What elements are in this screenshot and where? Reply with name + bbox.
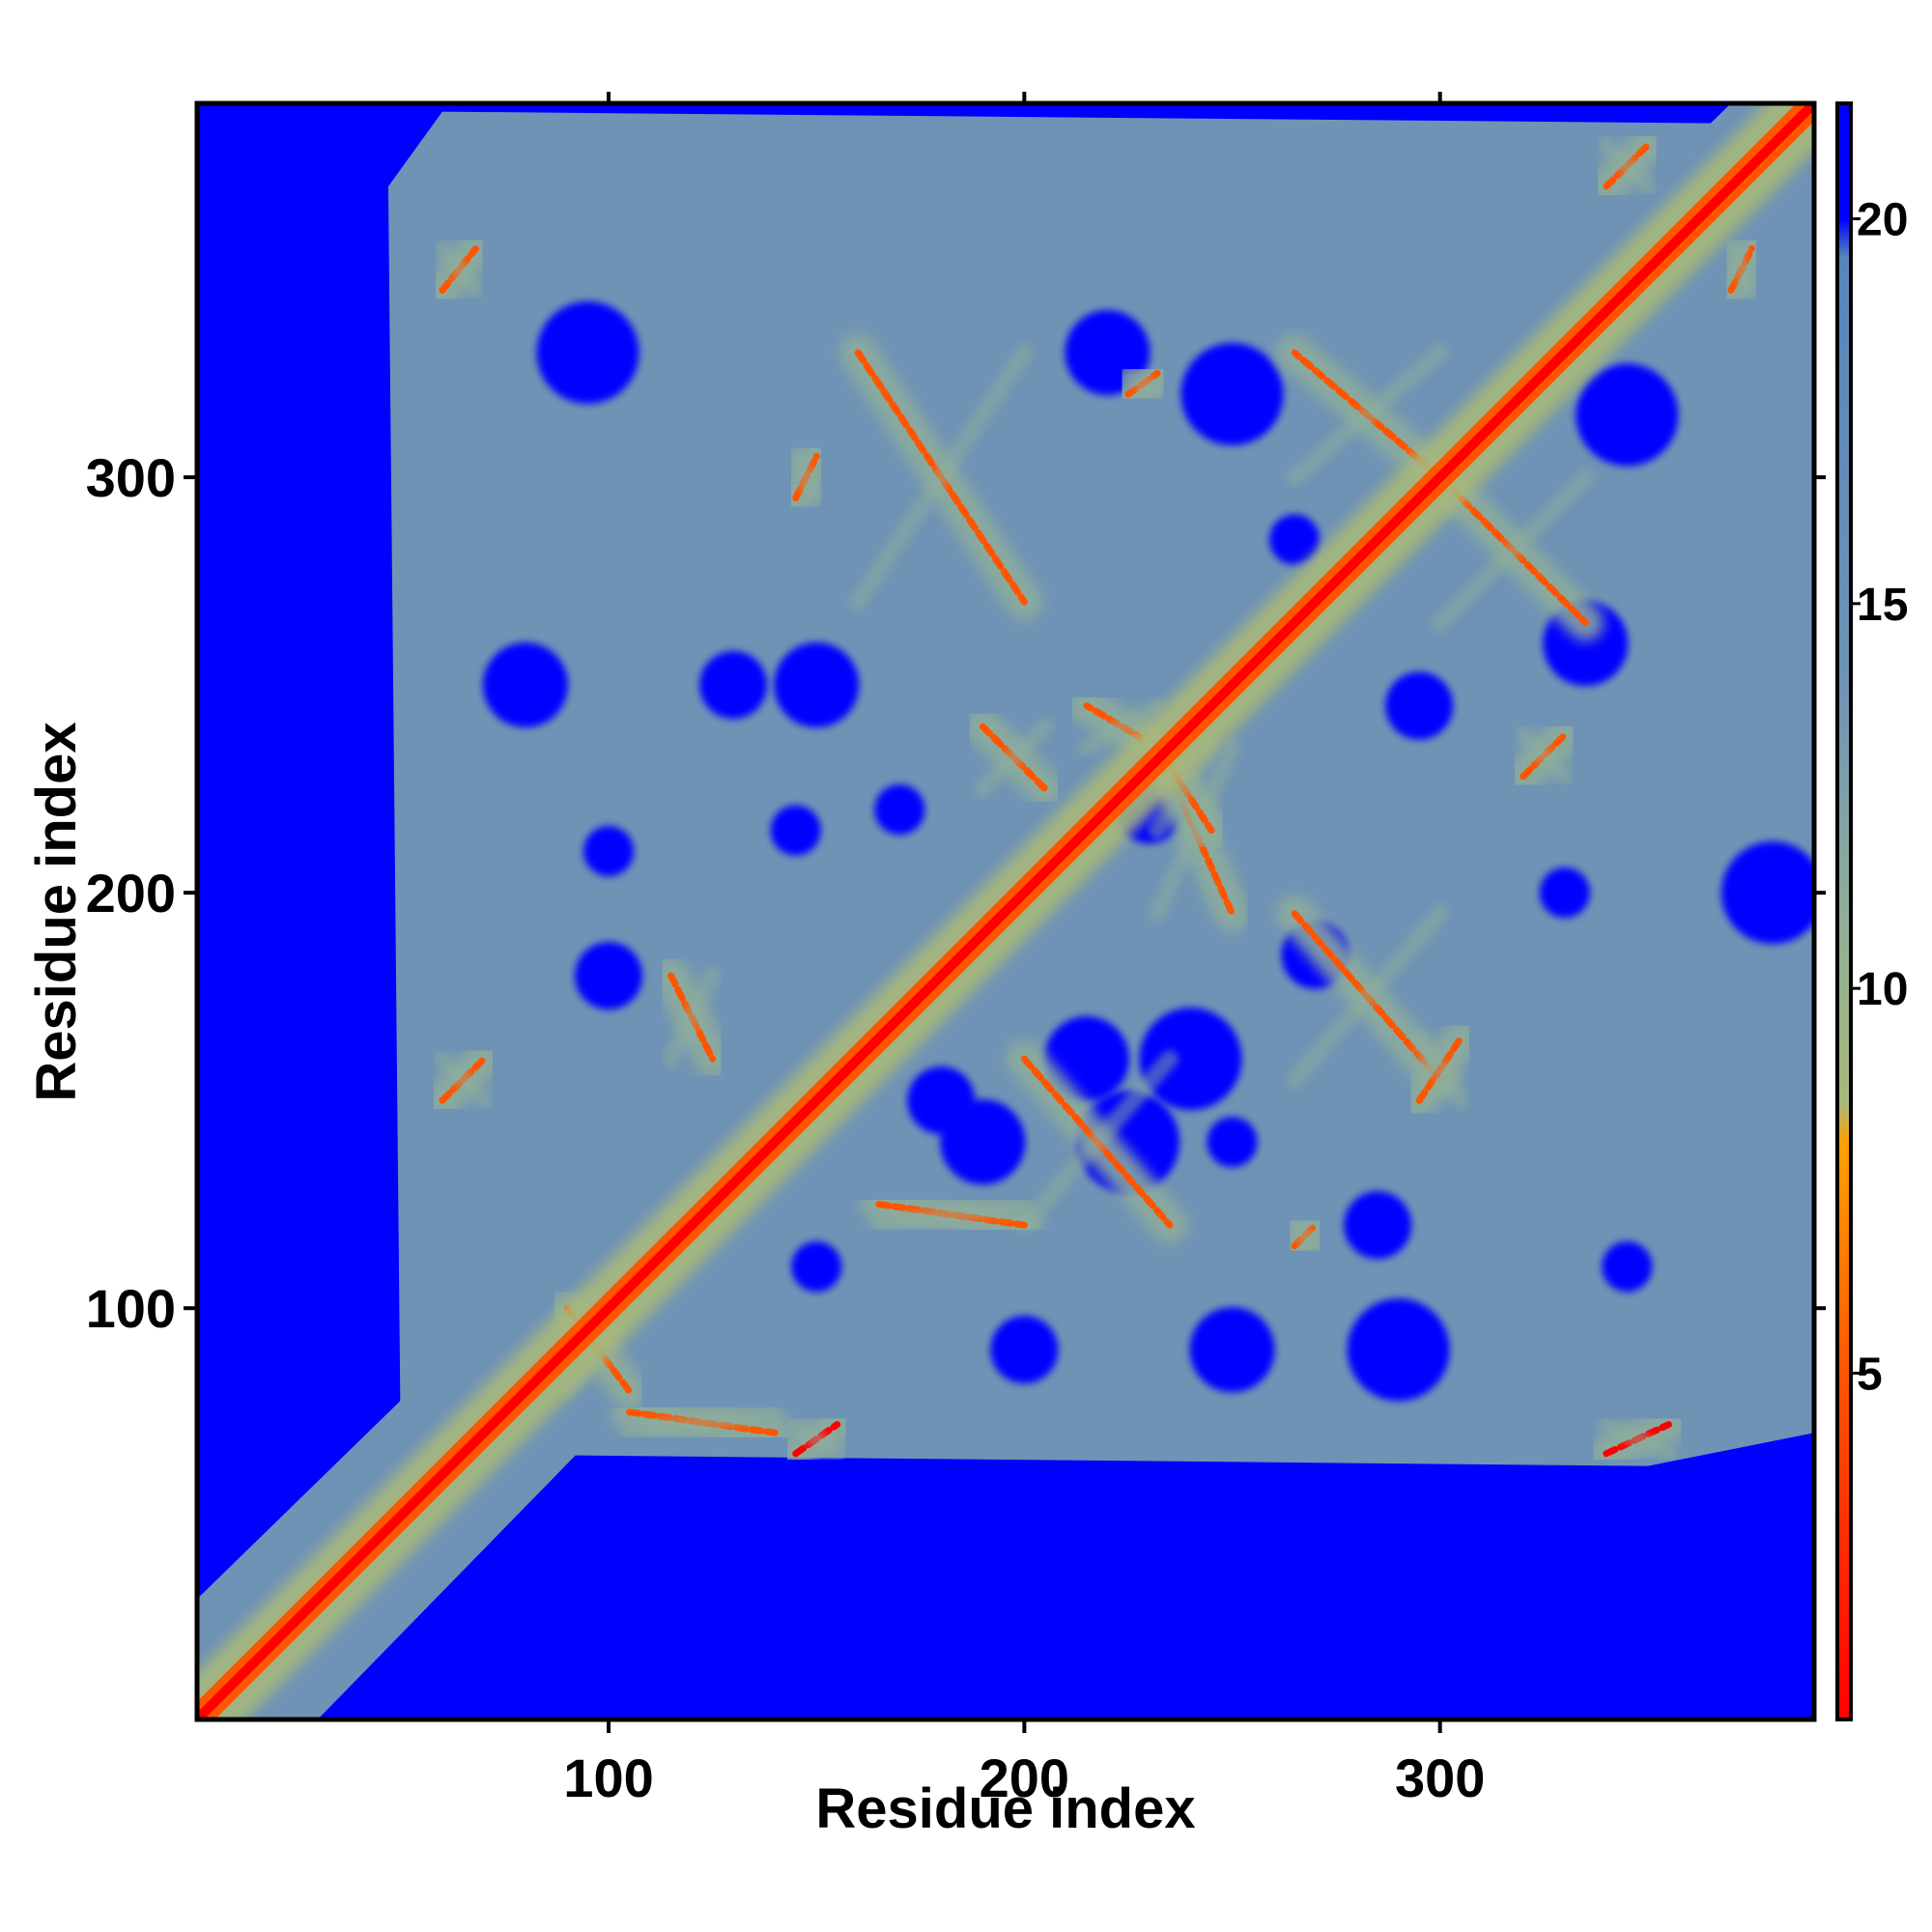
contact-mirror <box>1286 904 1449 1089</box>
heatmap-contact-features <box>423 127 1771 1472</box>
far-patch <box>770 805 821 856</box>
far-patch <box>940 1099 1026 1185</box>
contact-mirror <box>1286 1216 1324 1255</box>
diagonal-core <box>197 103 1814 1719</box>
far-patch <box>1576 363 1679 467</box>
contact-mirror <box>1119 364 1167 404</box>
far-patch <box>1344 1191 1412 1260</box>
contact-mirror <box>1015 1050 1179 1235</box>
x-tick-label: 100 <box>563 1747 653 1808</box>
far-patch <box>774 642 860 728</box>
far-patch <box>482 642 568 728</box>
contact-mirror <box>620 1403 784 1442</box>
colorbar-ticks: 5 10 15 20 <box>1851 195 1908 1401</box>
far-patch <box>1602 1241 1653 1293</box>
far-patch <box>1207 1117 1258 1168</box>
far-patch <box>536 301 639 405</box>
far-patch <box>1720 841 1814 945</box>
contact-mirror <box>1286 344 1449 487</box>
contact-mirror <box>869 1195 1034 1235</box>
heatmap-plot-area <box>197 103 1814 1719</box>
far-patch <box>583 826 635 877</box>
colorbar: 5 10 15 20 <box>1835 101 1908 1721</box>
y-tick-label: 300 <box>86 447 176 508</box>
x-tick-label: 300 <box>1395 1747 1485 1808</box>
far-patch <box>1539 867 1590 919</box>
far-patch <box>699 651 768 720</box>
contact-mirror <box>849 344 1034 611</box>
far-patch <box>791 1241 842 1293</box>
y-axis-title: Residue index <box>25 722 88 1101</box>
far-patch <box>1269 514 1321 565</box>
y-tick-label: 100 <box>86 1278 176 1339</box>
far-patch <box>1180 343 1284 446</box>
x-tick-label: 200 <box>980 1747 1069 1808</box>
colorbar-gradient <box>1837 103 1851 1719</box>
far-patch <box>1385 671 1454 740</box>
far-patch <box>874 784 925 836</box>
contact-mirror <box>1597 136 1657 196</box>
contact-mirror <box>433 240 485 299</box>
y-tick-label: 200 <box>86 863 176 923</box>
contact-mirror <box>1597 1415 1678 1463</box>
x-axis-ticks: 100 200 300 <box>563 92 1485 1808</box>
contact-mirror <box>974 718 1054 798</box>
colorbar-tick-label: 5 <box>1857 1350 1883 1401</box>
contact-mirror <box>1514 725 1574 785</box>
colorbar-frame <box>1835 101 1853 1721</box>
contact-mirror <box>1077 696 1167 756</box>
contact-mirror <box>1410 1029 1470 1110</box>
contact-mirror <box>433 1050 493 1110</box>
contact-mirror <box>662 967 722 1068</box>
plot-frame <box>194 100 1817 1722</box>
colorbar-tick-label: 10 <box>1857 964 1908 1015</box>
far-patch <box>575 942 643 1010</box>
far-patch <box>1139 1008 1242 1111</box>
x-axis-title: Residue index <box>815 1777 1195 1840</box>
colorbar-tick-label: 15 <box>1857 580 1908 631</box>
far-patch <box>990 1316 1059 1384</box>
contact-mirror <box>1431 469 1595 632</box>
far-patch <box>1347 1298 1450 1402</box>
contact-mirror <box>786 447 826 507</box>
contact-mirror <box>1721 240 1761 299</box>
heatmap-diagonal <box>197 103 1814 1719</box>
far-patch <box>1189 1307 1275 1393</box>
colorbar-tick-label: 20 <box>1857 195 1908 246</box>
contact-mirror <box>786 1415 846 1463</box>
y-axis-ticks: 100 200 300 <box>86 447 1826 1339</box>
